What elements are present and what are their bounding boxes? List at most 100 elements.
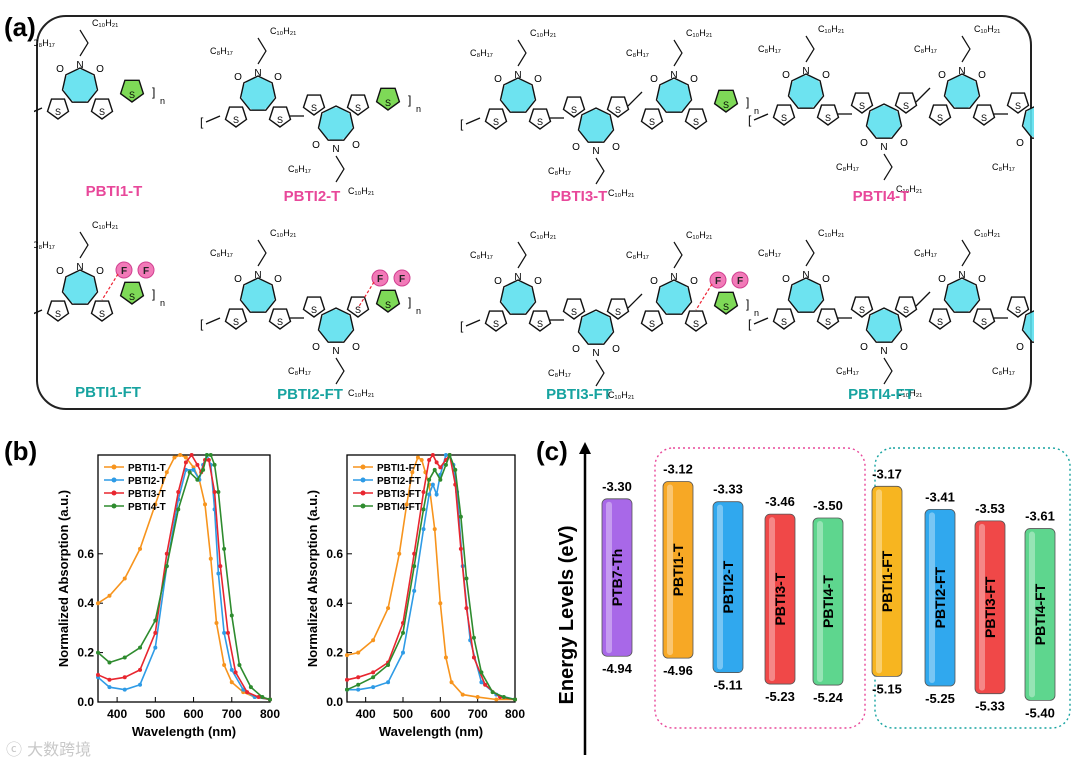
pbti3-ft-link-1: [627, 293, 643, 309]
pbti2-ft-thio-l-1: [302, 296, 326, 318]
abs-t-series-0-point-4: [153, 502, 158, 507]
abs-t-series-0-point-13: [214, 620, 219, 625]
pbti3-t-thio-l-2-s-label: S: [649, 117, 655, 127]
pbti3-t-link-1: [627, 91, 643, 107]
pbti3-ft-thio-r-1-s-label: S: [615, 307, 621, 317]
pbti2-ft-sub-n: n: [416, 306, 421, 316]
pbti4-t-o1-3: O: [1016, 138, 1024, 149]
abs-ft-series-0-point-2: [371, 638, 376, 643]
pbti1-ft-fluorine-1: [115, 261, 133, 279]
abs-ft-xtick-label-1: 500: [393, 707, 413, 721]
pbti1-ft-sub-n: n: [160, 298, 165, 308]
pbti4-t-imide-1-ring-fill: [867, 105, 901, 139]
abs-ft-series-1-point-9: [434, 492, 439, 497]
abs-t-series-2-point-2: [122, 675, 127, 680]
pbti2-ft-fluorine-2: [393, 269, 411, 287]
abs-ft-legend-label-2: PBTI3-FT: [377, 489, 421, 500]
abs-ft-ytick-label-2: 0.4: [326, 596, 343, 610]
abs-t-series-3-point-0: [96, 650, 100, 655]
pbti3-ft-sub-n: n: [754, 308, 759, 318]
abs-t-legend-marker-1: [111, 477, 117, 483]
abs-t-series-3-point-16: [237, 662, 242, 667]
pbti2-ft-bracket-left: [: [200, 317, 204, 331]
homo-label-5: -5.15: [872, 681, 902, 696]
molecule-name-pbti2-t: PBTI2-T: [283, 188, 341, 205]
pbti2-t-thiophene-end: [375, 87, 401, 111]
pbti3-ft-n-0: N: [514, 272, 521, 283]
pbti2-ft-fs-contact: [357, 281, 375, 309]
abs-t-ytick-label-3: 0.6: [77, 547, 94, 561]
pbti4-t-imide-2-ring: [943, 73, 981, 109]
pbti2-ft-n-0: N: [254, 270, 261, 281]
abs-t-series-1-point-1: [107, 685, 112, 690]
abs-t-series-1-point-8: [191, 467, 196, 472]
abs-t-xtick-label-2: 600: [184, 707, 204, 721]
group-box-t: [654, 447, 866, 729]
energy-bar-label-3: PBTI3-T: [772, 572, 788, 625]
pbti2-t-sub-n: n: [416, 104, 421, 114]
pbti3-t-imide-0-ring-fill: [501, 79, 535, 113]
pbti2-t-thio-r-1: [346, 94, 370, 116]
pbti3-t-thio-l-1: [562, 96, 586, 118]
energy-bar-shine-6: [929, 512, 935, 683]
abs-t-series-2-point-9: [195, 462, 200, 467]
pbti4-ft-thio-r-2-s-label: S: [981, 317, 987, 327]
abs-t-series-3-point-6: [176, 507, 181, 512]
abs-t-series-0-point-14: [222, 662, 227, 667]
abs-t-series-2-point-8: [189, 453, 194, 457]
pbti3-t-thio-r-1-s-label: S: [615, 105, 621, 115]
pbti1-ft-fluorine-2-label: F: [143, 266, 149, 277]
abs-ft-series-2-point-16: [471, 655, 476, 660]
pbti4-t-chain-1: [883, 153, 893, 181]
pbti2-ft-c10-1: C₁₀H₂₁: [348, 388, 374, 398]
pbti2-ft-bracket-right: ]: [408, 295, 411, 309]
pbti3-t-c10-2: C₁₀H₂₁: [686, 28, 712, 38]
pbti1-ft-fluorine-1-label: F: [121, 266, 127, 277]
pbti1-t-thio-r-0-s-label: S: [99, 107, 105, 117]
pbti3-ft-thio-l-0: [484, 310, 508, 332]
pbti3-t-imide-2-ring-fill: [657, 79, 691, 113]
abs-ft-series-1-point-7: [427, 492, 432, 497]
abs-t-series-2-point-5: [164, 551, 169, 556]
energy-bar-pbti3-ft: [974, 520, 1006, 695]
abs-t-series-3-point-13: [216, 490, 221, 495]
pbti1-ft-n-0: N: [76, 262, 83, 273]
pbti1-t-imide-0-ring: [61, 67, 99, 103]
pbti1-ft-bond-left: [34, 309, 43, 315]
pbti4-t-o1-1: O: [860, 138, 868, 149]
panel-c-label: (c): [536, 436, 568, 466]
abs-t-legend-label-0: PBTI1-T: [128, 463, 166, 474]
pbti2-t-bracket-right: ]: [408, 93, 411, 107]
pbti2-ft-imide-0-ring-fill: [241, 279, 275, 313]
lumo-label-3: -3.46: [765, 494, 795, 509]
pbti3-ft-fluorine-2: [731, 271, 749, 289]
pbti4-ft-c8-0: C₈H₁₇: [758, 248, 781, 258]
abs-t-legend-marker-2: [111, 490, 117, 496]
abs-t-series-2-point-0: [96, 672, 100, 677]
pbti2-t-c10-1: C₁₀H₂₁: [348, 186, 374, 196]
abs-t-series-line-2: [97, 453, 271, 701]
abs-ft-series-3-point-18: [501, 695, 506, 700]
pbti4-t-bracket-left: [: [748, 113, 752, 127]
abs-ft-series-0-point-6: [410, 470, 415, 475]
pbti4-ft-bond-left: [753, 317, 769, 325]
pbti2-ft-thiophene-end: [375, 289, 401, 313]
abs-ft-series-3-point-10: [443, 462, 448, 467]
watermark-text: 大数跨境: [27, 740, 92, 759]
pbti3-t-o1-1: O: [572, 142, 580, 153]
pbti4-ft-c8-3: C₈H₁₇: [992, 366, 1015, 376]
pbti1-ft-fluorine-2: [137, 261, 155, 279]
pbti3-ft-fluorine-2-label: F: [737, 276, 743, 287]
abs-ft-series-0-point-1: [356, 650, 361, 655]
pbti4-t-o2-0: O: [822, 70, 830, 81]
watermark: ⓒ 大数跨境: [6, 736, 91, 760]
pbti4-ft-o1-2: O: [938, 274, 946, 285]
pbti2-ft-o1-1: O: [312, 342, 320, 353]
pbti2-t-thio-r-0-s-label: S: [277, 115, 283, 125]
pbti1-ft-thiophene-end-s-label: S: [129, 292, 135, 302]
abs-ft-ytick-label-3: 0.6: [326, 547, 343, 561]
abs-ft-series-0-point-13: [443, 655, 448, 660]
pbti3-t-c10-0: C₁₀H₂₁: [530, 28, 556, 38]
energy-bar-pbti1-ft: [871, 485, 903, 677]
pbti2-ft-thio-r-1: [346, 296, 370, 318]
